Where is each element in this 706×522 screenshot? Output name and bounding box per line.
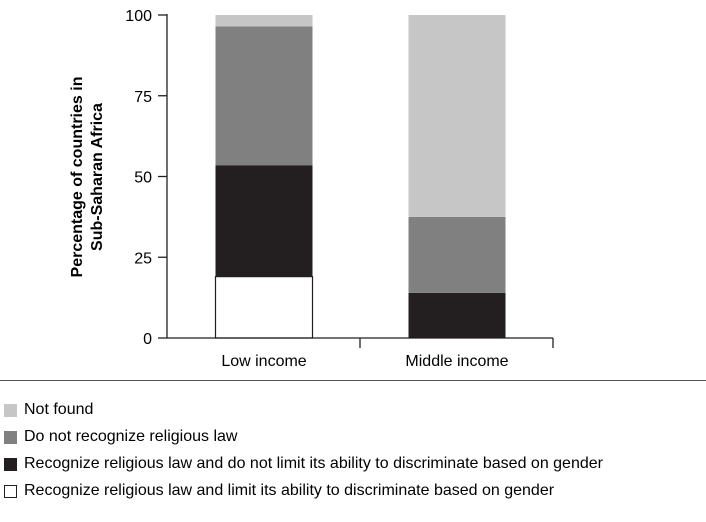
legend-divider xyxy=(0,380,706,381)
bar-segments xyxy=(214,15,506,339)
legend-swatch xyxy=(4,457,17,471)
legend-swatch xyxy=(4,430,17,444)
x-tick-label-1: Low income xyxy=(221,353,306,370)
bar-segment-2-3 xyxy=(408,216,506,293)
legend-item-3: Recognize religious law and do not limit… xyxy=(4,453,603,475)
y-tick-label-100: 100 xyxy=(125,8,152,25)
legend-swatch xyxy=(4,484,17,498)
y-tick-label-50: 50 xyxy=(134,170,152,187)
legend-label: Do not recognize religious law xyxy=(24,428,238,445)
y-axis-title-line-2: Sub-Saharan Africa xyxy=(89,103,106,251)
bar-segment-1-2 xyxy=(215,165,313,277)
legend-swatch xyxy=(4,403,17,417)
legend-item-4: Recognize religious law and limit its ab… xyxy=(4,480,554,502)
legend-label: Not found xyxy=(24,401,94,418)
y-ticks: 0 25 50 75 100 xyxy=(125,8,167,348)
legend: Not found Do not recognize religious law R… xyxy=(0,380,706,522)
bar-segment-1-3 xyxy=(215,26,313,166)
y-tick-label-25: 25 xyxy=(134,250,152,267)
x-tick-label-2: Middle income xyxy=(405,353,508,370)
legend-label: Recognize religious law and limit its ab… xyxy=(24,482,555,499)
x-ticks: Low income Middle income xyxy=(221,338,554,370)
bar-segment-2-4 xyxy=(408,15,506,217)
bar-segment-2-2 xyxy=(408,292,506,338)
bar-segment-1-4 xyxy=(215,15,313,27)
y-tick-label-75: 75 xyxy=(134,89,152,106)
y-tick-label-0: 0 xyxy=(143,331,152,348)
legend-label: Recognize religious law and do not limit… xyxy=(24,455,603,472)
stacked-bar-chart: Percentage of countries in Sub-Saharan A… xyxy=(69,8,554,370)
y-axis-title-line-1: Percentage of countries in xyxy=(69,77,86,278)
legend-item-2: Do not recognize religious law xyxy=(4,426,237,448)
bar-segment-1-1 xyxy=(214,276,314,339)
y-axis-title: Percentage of countries in Sub-Saharan A… xyxy=(69,77,106,278)
legend-item-1: Not found xyxy=(4,399,93,421)
